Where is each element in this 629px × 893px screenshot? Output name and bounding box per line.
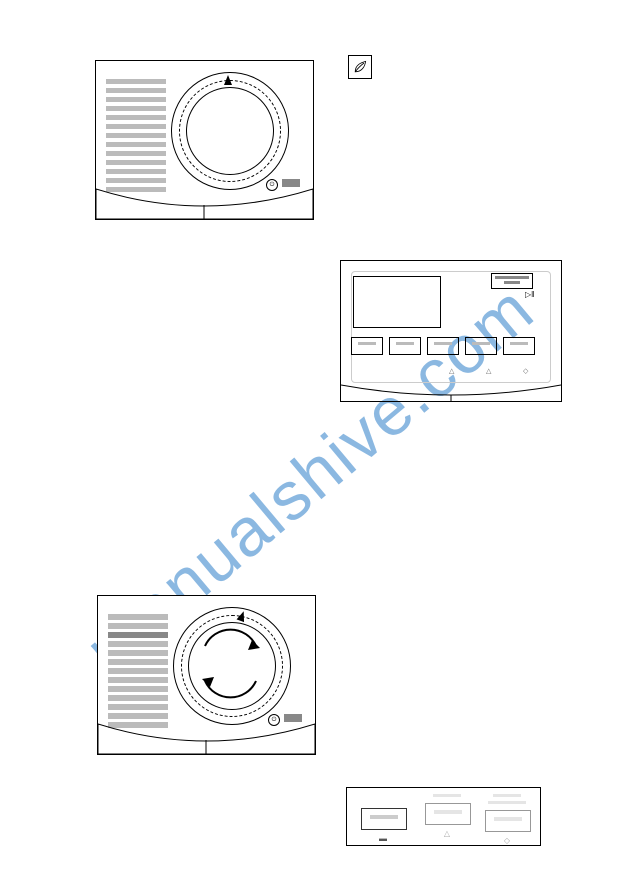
option-group: ▬: [361, 794, 405, 843]
option-button: [351, 337, 383, 355]
display-screen: [353, 276, 441, 328]
dial-pointer: [224, 75, 232, 85]
option-button: [427, 337, 459, 355]
option-button: [361, 808, 407, 830]
option-group: △: [425, 794, 469, 838]
option-button: [485, 810, 531, 832]
program-list-bars: [106, 79, 166, 196]
option-icon: △: [449, 367, 454, 375]
leaf-icon: [352, 59, 368, 75]
dial-knob: [186, 87, 274, 175]
option-icon: ◇: [485, 836, 529, 845]
option-button: [389, 337, 421, 355]
option-button: [503, 337, 535, 355]
option-icon: ◇: [523, 367, 528, 375]
control-panel: ▷‖ △ △ ◇: [340, 260, 562, 402]
rotate-arrows-icon: [190, 626, 272, 704]
option-button: [465, 337, 497, 355]
option-close-up: ▬ △ ◇: [346, 787, 541, 846]
option-group: ◇: [485, 794, 529, 845]
panel-curve: [96, 183, 313, 219]
start-button: [491, 273, 533, 289]
play-pause-icon: ▷‖: [525, 290, 534, 299]
leaf-icon-box: [348, 55, 372, 79]
dial-panel-2: ⏻: [97, 595, 316, 755]
option-icon: △: [486, 367, 491, 375]
option-icon: ▬: [361, 834, 405, 843]
panel-curve: [341, 381, 561, 401]
dial-panel-1: ⏻: [95, 60, 314, 220]
program-list-bars: [108, 614, 168, 731]
panel-curve: [98, 718, 315, 754]
option-icon: △: [425, 829, 469, 838]
option-button: [425, 803, 471, 825]
option-buttons-row: [351, 337, 535, 355]
